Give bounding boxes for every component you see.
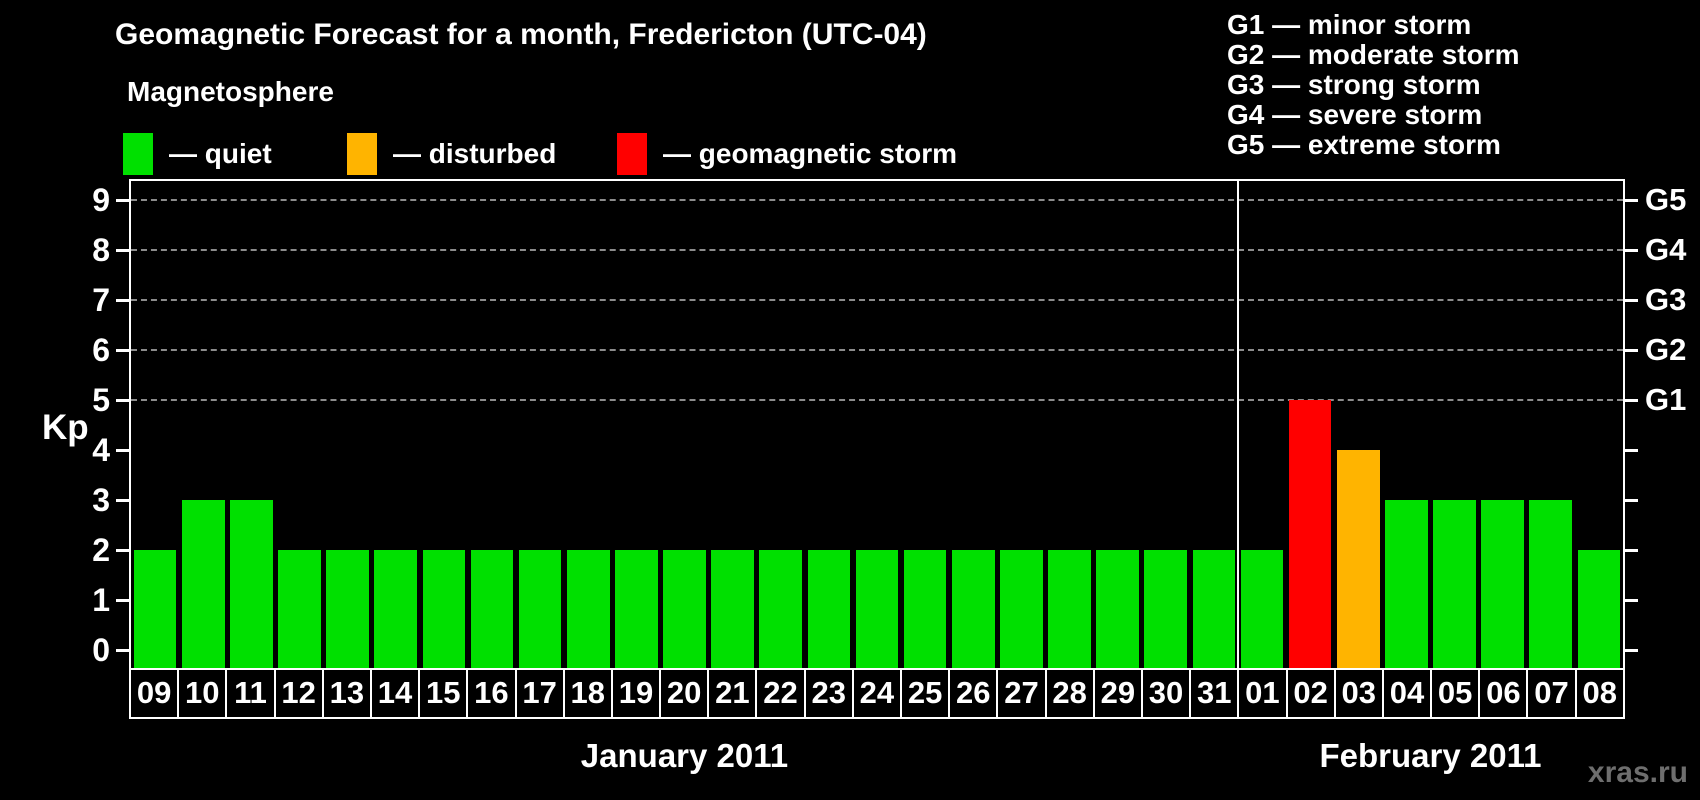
day-label-21: 21 [709,670,758,717]
day-label-15: 15 [420,670,469,717]
day-label-24: 24 [854,670,902,717]
day-label-22: 22 [757,670,806,717]
month-label-0: January 2011 [580,737,789,774]
g-scale-line-g5: G5 — extreme storm [1227,129,1501,160]
y-axis-label-1: 1 [92,582,110,618]
right-axis-label-g4: G4 [1645,232,1687,267]
g-scale-line-g4: G4 — severe storm [1227,99,1483,130]
legend-label-storm: — geomagnetic storm [663,138,958,169]
right-tick-kp8 [1623,249,1638,252]
day-label-06: 06 [1480,670,1529,717]
g-scale-line-g2: G2 — moderate storm [1227,39,1520,70]
day-label-10: 10 [179,670,228,717]
day-label-30: 30 [1143,670,1192,717]
plot-area [129,179,1625,670]
legend-item-storm: — geomagnetic storm [617,132,957,176]
day-label-19: 19 [613,670,662,717]
y-axis-label-6: 6 [92,332,110,368]
day-label-25: 25 [902,670,951,717]
g-scale-legend: G1 — minor storm G2 — moderate storm G3 — … [1227,10,1520,160]
y-axis-label-2: 2 [92,532,110,568]
day-label-07: 07 [1528,670,1577,717]
y-axis-label-0: 0 [92,632,110,668]
chart-title: Geomagnetic Forecast for a month, Freder… [115,18,927,51]
right-tick-kp7 [1623,299,1638,302]
legend-item-disturbed: — disturbed [347,132,556,176]
day-label-16: 16 [468,670,517,717]
storm-color-swatch [617,133,647,175]
day-label-27: 27 [998,670,1047,717]
y-axis-title: Kp [42,408,89,447]
day-label-11: 11 [227,670,276,717]
day-label-01: 01 [1239,670,1288,717]
right-tick-kp1 [1623,599,1638,602]
legend-item-quiet: — quiet [123,132,272,176]
y-axis-label-7: 7 [92,282,110,318]
right-axis-label-g3: G3 [1645,282,1687,317]
right-tick-kp3 [1623,499,1638,502]
day-label-17: 17 [517,670,565,717]
day-label-29: 29 [1095,670,1143,717]
right-axis-label-g1: G1 [1645,382,1687,417]
g-scale-line-g3: G3 — strong storm [1227,69,1481,100]
right-tick-kp6 [1623,349,1638,352]
day-label-23: 23 [806,670,854,717]
quiet-color-swatch [123,133,153,175]
day-label-14: 14 [372,670,421,717]
day-label-04: 04 [1384,670,1433,717]
day-label-13: 13 [324,670,372,717]
day-label-08: 08 [1582,675,1617,710]
legend-label-quiet: — quiet [169,138,272,169]
day-label-02: 02 [1288,670,1336,717]
y-axis-label-8: 8 [92,232,110,268]
day-label-12: 12 [276,670,324,717]
day-label-05: 05 [1432,670,1481,717]
disturbed-color-swatch [347,133,377,175]
right-axis-label-g5: G5 [1645,182,1687,217]
day-axis-row: 09 10 11 12 13 14 15 16 17 18 19 20 21 22 23 24 25 26 27 28… [129,668,1625,719]
day-label-26: 26 [950,670,999,717]
g-scale-line-g1: G1 — minor storm [1227,9,1472,40]
day-label-20: 20 [661,670,710,717]
day-label-03: 03 [1336,670,1384,717]
right-tick-kp9 [1623,199,1638,202]
month-label-1: February 2011 [1319,737,1542,774]
legend-title: Magnetosphere [127,76,334,107]
day-label-31: 31 [1191,670,1240,717]
right-axis-label-g2: G2 [1645,332,1687,367]
right-tick-kp4 [1623,449,1638,452]
y-axis-label-3: 3 [92,482,110,518]
day-label-18: 18 [565,670,613,717]
y-axis-label-9: 9 [92,182,110,218]
day-label-28: 28 [1047,670,1095,717]
right-tick-kp0 [1623,649,1638,652]
day-label-09: 09 [131,670,180,717]
watermark: xras.ru [1587,756,1688,789]
right-tick-kp2 [1623,549,1638,552]
legend-label-disturbed: — disturbed [393,138,557,169]
right-tick-kp5 [1623,399,1638,402]
